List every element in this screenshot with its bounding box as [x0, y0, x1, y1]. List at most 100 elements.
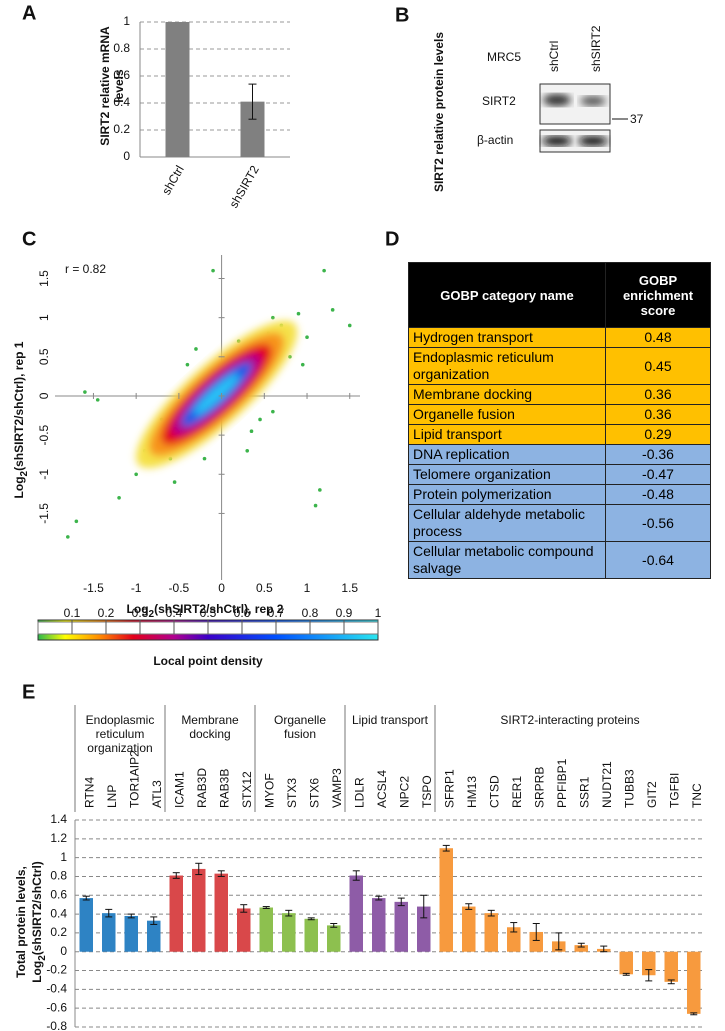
- bar: [214, 873, 228, 952]
- outlier-point: [313, 503, 318, 508]
- bar: [372, 898, 386, 952]
- colorbar-tick-label: 0.4: [166, 606, 183, 620]
- bar: [484, 913, 498, 952]
- label-part: (shSIRT2/shCtrl): [30, 861, 44, 955]
- label-part: (shSIRT2/shCtrl), rep 1: [12, 341, 26, 471]
- table-row: Organelle fusion 0.36: [408, 404, 711, 425]
- table-row: Lipid transport 0.29: [408, 424, 711, 445]
- bar: [102, 913, 116, 952]
- y-tick-label: 1: [60, 850, 67, 864]
- gene-label: ICAM1: [172, 771, 186, 808]
- bar: [192, 868, 206, 952]
- outlier-point: [296, 311, 301, 316]
- density-layer: [193, 373, 240, 415]
- gene-label: VAMP3: [330, 768, 344, 808]
- blot-band: [542, 136, 572, 146]
- gene-label: LDLR: [352, 777, 366, 808]
- gene-label: SRPRB: [532, 767, 546, 808]
- table-row: DNA replication -0.36: [408, 444, 711, 465]
- category-cell: Organelle fusion: [408, 404, 606, 425]
- outlier-point: [271, 409, 275, 414]
- group-label: Organelle fusion: [273, 713, 327, 741]
- gene-label: STX6: [307, 778, 321, 808]
- gene-label: SSR1: [577, 776, 591, 808]
- gene-label: RTN4: [82, 777, 96, 808]
- blot-band: [578, 136, 608, 146]
- y-tick-label: -0.8: [46, 1019, 67, 1031]
- bar: [124, 915, 138, 952]
- colorbar-tick-label: 0.6: [234, 606, 251, 620]
- bar: [79, 898, 93, 952]
- bar: [619, 951, 633, 975]
- x-tick-label: shCtrl: [159, 163, 187, 197]
- category-cell: Cellular aldehyde metabolic process: [408, 504, 606, 542]
- category-cell: Cellular metabolic compound salvage: [408, 541, 606, 579]
- colorbar-tick-label: 0.8: [302, 606, 319, 620]
- x-tick-label: -1: [131, 581, 142, 595]
- y-axis-label: Log2(shSIRT2/shCtrl), rep 1: [12, 341, 29, 498]
- bar: [394, 901, 408, 952]
- x-axis-label: Log2(shSIRT2/shCtrl), rep 2: [127, 602, 284, 619]
- outlier-point: [95, 398, 100, 402]
- outlier-point: [134, 472, 138, 477]
- outlier-point: [330, 308, 335, 312]
- y-tick-label: 1.5: [37, 270, 51, 287]
- y-tick-label: 0.5: [37, 348, 51, 365]
- outlier-point: [258, 417, 262, 422]
- x-tick-label: 0: [218, 581, 225, 595]
- cell-line: MRC5: [487, 50, 521, 64]
- bar: [165, 22, 190, 157]
- outlier-point: [202, 456, 207, 461]
- colorbar-tick-label: 0.5: [200, 606, 217, 620]
- outlier-point: [347, 323, 352, 328]
- band-label: β-actin: [477, 133, 513, 147]
- gene-label: TSPO: [420, 775, 434, 808]
- category-cell: Endoplasmic reticulum organization: [408, 347, 606, 385]
- outlier-point: [172, 480, 177, 484]
- gene-label: STX12: [240, 771, 254, 808]
- table-row: Protein polymerization -0.48: [408, 484, 711, 505]
- score-cell: -0.56: [605, 504, 711, 542]
- bar: [439, 848, 453, 952]
- y-tick-label: 0: [37, 392, 51, 399]
- band-label: SIRT2: [482, 94, 516, 108]
- panel-label: B: [395, 4, 409, 26]
- y-tick-label: -1: [37, 469, 51, 480]
- outlier-point: [117, 495, 121, 500]
- bar: [327, 925, 341, 952]
- bar: [304, 918, 318, 952]
- bar: [349, 875, 363, 952]
- x-tick-label: 1: [304, 581, 311, 595]
- gene-label: NUDT21: [600, 761, 614, 808]
- outlier-point: [300, 362, 305, 367]
- y-tick-label: 0.4: [50, 906, 67, 920]
- score-cell: -0.48: [605, 484, 711, 505]
- label-part: Log: [12, 476, 26, 498]
- gene-label: STX3: [285, 778, 299, 808]
- x-tick-label: shSIRT2: [226, 163, 262, 211]
- y-tick-label: -0.6: [46, 1000, 67, 1014]
- category-cell: Telomere organization: [408, 464, 606, 485]
- y-tick-label: 0.4: [113, 95, 130, 109]
- table-row: Hydrogen transport 0.48: [408, 327, 711, 348]
- group-label: Membrane docking: [181, 713, 239, 741]
- score-cell: 0.36: [605, 384, 711, 405]
- outlier-point: [74, 519, 79, 524]
- gene-label: SFRP1: [442, 769, 456, 808]
- y-tick-label: 1.4: [50, 812, 67, 826]
- x-tick-label: 0.5: [256, 581, 273, 595]
- y-axis-label: Log2(shSIRT2/shCtrl): [30, 861, 47, 983]
- colorbar-tick-label: 0.9: [336, 606, 353, 620]
- bar: [169, 875, 183, 952]
- gene-label: HM13: [465, 776, 479, 808]
- outlier-point: [249, 429, 254, 434]
- gene-label: GIT2: [645, 781, 659, 808]
- table-row: Cellular metabolic compound salvage -0.64: [408, 541, 711, 579]
- panel-label: E: [22, 681, 35, 703]
- y-tick-label: 0.2: [50, 925, 67, 939]
- label-part: Log: [127, 602, 149, 616]
- gene-label: TNC: [690, 783, 704, 808]
- x-tick-label: 1.5: [341, 581, 358, 595]
- header-cell: GOBP enrichment score: [605, 262, 711, 328]
